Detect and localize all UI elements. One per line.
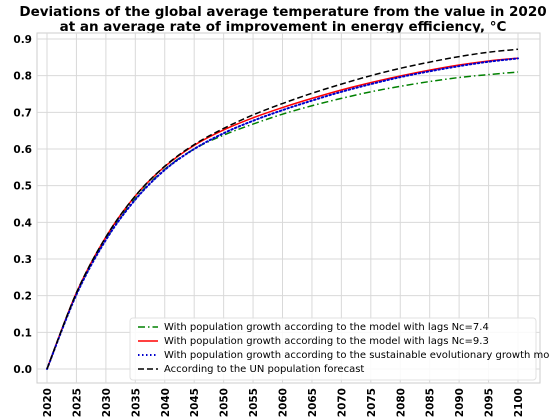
x-tick-label: 2060 (278, 388, 290, 417)
x-tick-label: 2035 (130, 388, 142, 417)
x-tick-label: 2075 (366, 388, 378, 417)
x-tick-label: 2085 (425, 388, 437, 417)
y-tick-label: 0.5 (13, 181, 32, 193)
y-tick-label: 0.2 (13, 291, 32, 303)
x-tick-label: 2095 (484, 388, 496, 417)
x-tick-label: 2090 (454, 388, 466, 417)
x-tick-label: 2080 (395, 388, 407, 417)
x-tick-label: 2020 (42, 388, 54, 417)
legend-label-1: With population growth according to the … (164, 322, 489, 333)
y-tick-label: 0.1 (13, 327, 32, 339)
y-tick-label: 0.0 (13, 364, 32, 376)
y-tick-label: 0.4 (13, 217, 32, 229)
x-tick-label: 2100 (513, 388, 525, 417)
series-line-4 (46, 48, 519, 370)
x-tick-label: 2030 (101, 388, 113, 417)
x-tick-label: 2045 (189, 388, 201, 417)
x-tick-label: 2070 (336, 388, 348, 417)
y-tick-label: 0.3 (13, 254, 32, 266)
x-tick-label: 2025 (71, 388, 83, 417)
y-tick-label: 0.6 (13, 144, 32, 156)
legend-label-4: According to the UN population forecast (164, 364, 364, 375)
x-tick-label: 2055 (248, 388, 260, 417)
x-tick-label: 2050 (219, 388, 231, 417)
plot-area: 0.0 0.1 0.2 0.3 0.4 0.5 0.6 0.7 0.8 0.9 2020 2025 20… (13, 32, 550, 417)
legend-label-2: With population growth according to the … (164, 336, 489, 347)
series-line-3 (46, 57, 519, 370)
chart-subtitle: at an average rate of improvement in ene… (60, 19, 507, 35)
chart-title: Deviations of the global average tempera… (19, 4, 546, 20)
x-tick-label: 2065 (307, 388, 319, 417)
y-tick-label: 0.8 (13, 71, 32, 83)
y-tick-label: 0.7 (13, 107, 32, 119)
legend-box (129, 317, 537, 381)
y-tick-label: 0.9 (13, 34, 32, 46)
series-line-1 (46, 71, 519, 370)
x-tick-label: 2040 (160, 388, 172, 417)
legend-label-3: With population growth according to the … (164, 350, 550, 361)
